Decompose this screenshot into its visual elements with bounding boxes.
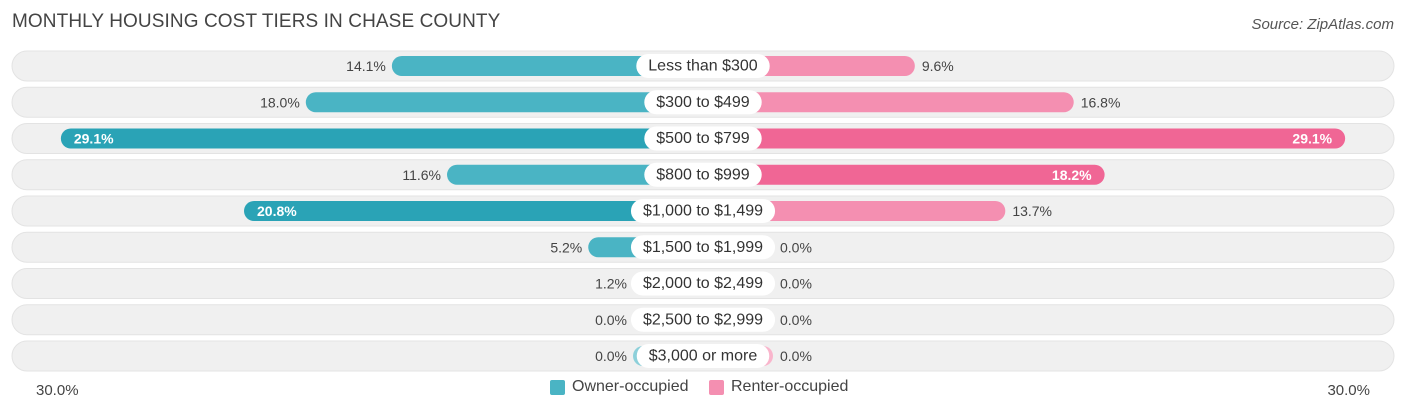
axis-label-right: 30.0% [1327, 382, 1370, 399]
owner-value-label: 11.6% [402, 167, 441, 183]
category-pill [630, 271, 776, 296]
owner-bar [305, 92, 703, 113]
category-label: $2,500 to $2,999 [643, 311, 763, 328]
legend-swatch-renter [709, 379, 724, 395]
category-pill [630, 235, 776, 260]
category-label: $2,000 to $2,499 [643, 275, 763, 292]
category-label: $1,000 to $1,499 [643, 203, 763, 220]
owner-value-label: 5.2% [550, 239, 582, 255]
owner-bar [244, 201, 703, 221]
renter-value-label: 0.0% [780, 276, 812, 292]
legend-swatch-owner [550, 379, 565, 395]
category-label: Less than $300 [648, 58, 758, 75]
chart-canvas: 14.1% 9.6% Less than $300 18.0% 16.8% $300 to… [11, 50, 1395, 372]
category-label: $500 to $799 [656, 130, 750, 147]
category-pill [644, 162, 762, 187]
renter-value-label: 0.0% [780, 348, 812, 364]
legend-label-renter: Renter-occupied [731, 378, 849, 395]
axis-label-left: 30.0% [36, 382, 79, 399]
renter-bar [703, 128, 1346, 149]
owner-value-label: 14.1% [346, 58, 386, 74]
category-label: $3,000 or more [649, 348, 758, 365]
category-label: $1,500 to $1,999 [643, 239, 763, 256]
category-label: $300 to $499 [656, 94, 750, 111]
owner-value-label: 1.2% [595, 276, 627, 292]
category-pill [636, 344, 770, 368]
owner-bar [60, 128, 704, 149]
owner-value-label: 0.0% [595, 348, 627, 364]
renter-value-label: 29.1% [1292, 131, 1332, 147]
category-pill [630, 199, 776, 223]
legend: Owner-occupied Renter-occupied [0, 378, 1406, 402]
renter-value-label: 16.8% [1081, 94, 1121, 110]
legend-item-renter: Renter-occupied [709, 378, 848, 396]
renter-value-label: 0.0% [780, 312, 812, 328]
renter-value-label: 18.2% [1052, 167, 1092, 183]
category-pill [630, 307, 776, 332]
legend-item-owner: Owner-occupied [550, 378, 689, 396]
owner-value-label: 18.0% [260, 94, 300, 110]
owner-bar [391, 56, 703, 76]
category-pill [644, 90, 762, 115]
owner-value-label: 20.8% [257, 203, 297, 219]
renter-value-label: 9.6% [922, 58, 954, 74]
category-label: $800 to $999 [656, 166, 750, 183]
renter-bar [703, 164, 1105, 185]
renter-bar [703, 201, 1006, 221]
owner-value-label: 29.1% [74, 131, 114, 147]
chart-source: Source: ZipAtlas.com [1251, 16, 1394, 33]
renter-value-label: 13.7% [1012, 203, 1052, 219]
legend-label-owner: Owner-occupied [572, 378, 689, 395]
renter-value-label: 0.0% [780, 239, 812, 255]
renter-bar [703, 92, 1074, 113]
owner-value-label: 0.0% [595, 312, 627, 328]
owner-bar [447, 164, 703, 185]
chart-title: MONTHLY HOUSING COST TIERS IN CHASE COUN… [12, 11, 501, 32]
category-pill [636, 54, 770, 78]
category-pill [644, 126, 762, 151]
